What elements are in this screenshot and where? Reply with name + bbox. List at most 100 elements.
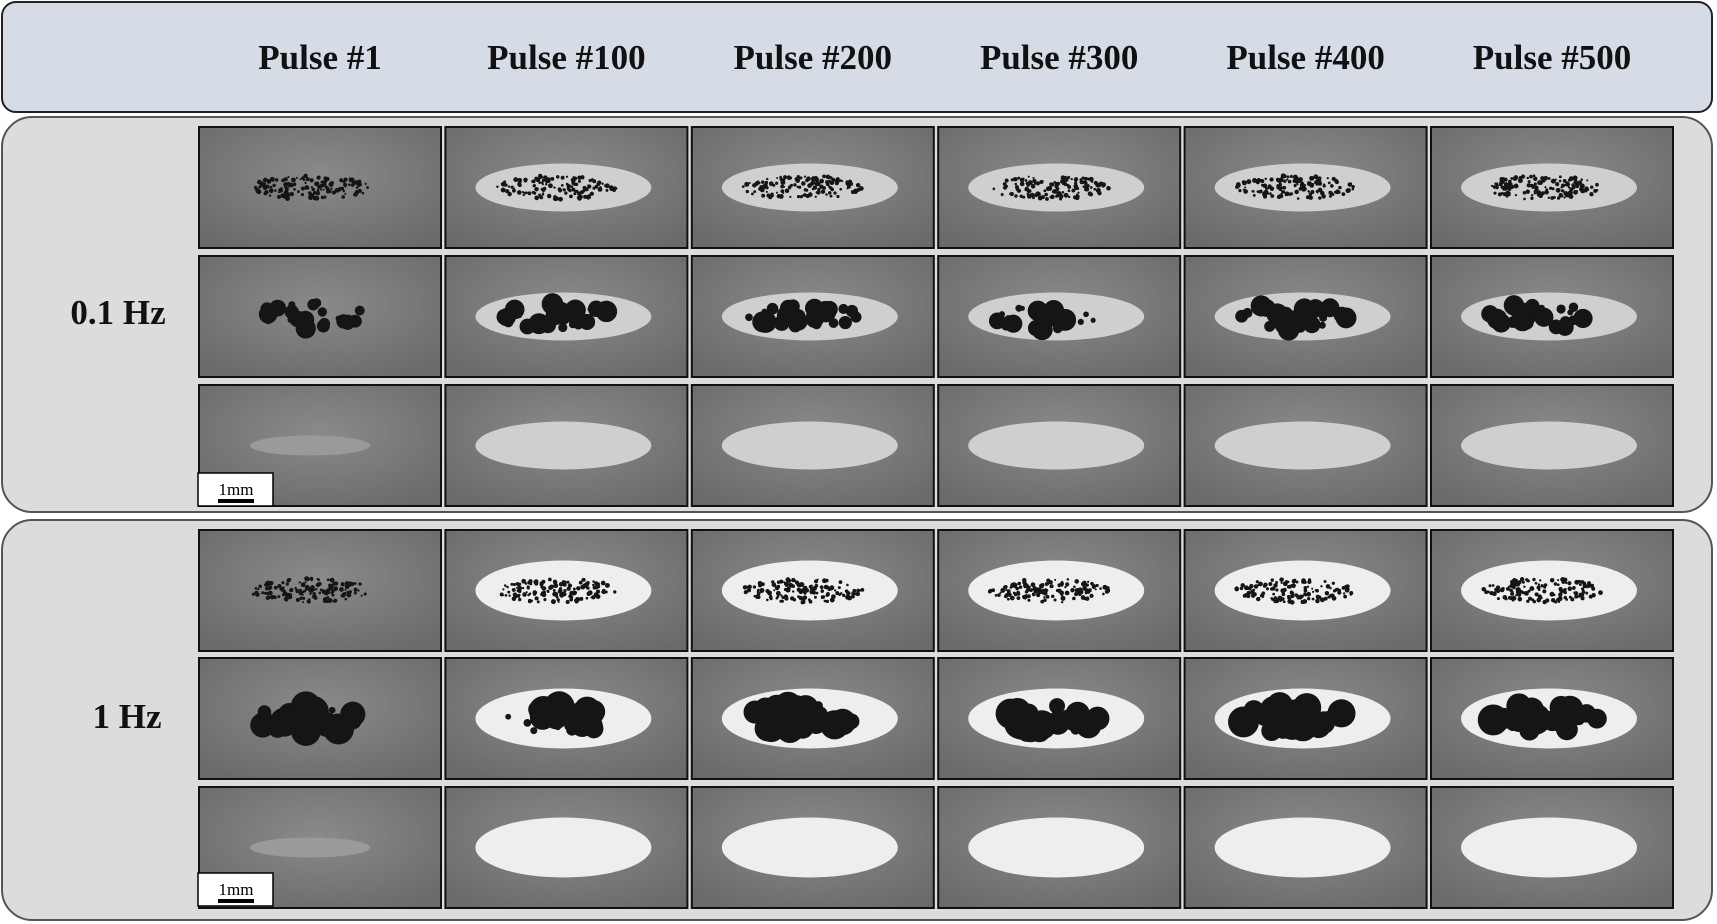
dark-spot <box>541 176 544 179</box>
dark-spot <box>785 577 791 583</box>
dark-spot <box>266 591 270 596</box>
dark-spot <box>825 585 829 589</box>
image-cell <box>690 384 935 507</box>
dark-spot <box>323 599 327 604</box>
dark-spot <box>1278 181 1282 185</box>
dark-spot <box>1580 188 1586 194</box>
dark-spot <box>577 724 585 732</box>
dark-spot <box>339 178 344 183</box>
dark-spot <box>1491 584 1495 587</box>
dark-spot <box>1050 182 1055 187</box>
dark-spot <box>797 178 800 182</box>
dark-spot <box>764 180 769 185</box>
dark-spot <box>847 179 853 184</box>
dark-spot <box>1264 187 1268 191</box>
dark-spot <box>766 302 779 315</box>
dark-spot <box>1536 193 1541 197</box>
dark-spot <box>288 301 296 309</box>
dark-spot <box>285 582 289 586</box>
image-cell <box>1183 384 1428 507</box>
dark-spot <box>522 586 525 590</box>
column-label: Pulse #300 <box>980 38 1138 77</box>
dark-spot <box>1289 192 1294 196</box>
dark-spot <box>1253 584 1259 589</box>
dark-spot <box>752 183 755 187</box>
dark-spot <box>1000 587 1006 593</box>
ablation-spot <box>1214 817 1391 878</box>
dark-spot <box>796 717 810 732</box>
dark-spot <box>846 714 853 721</box>
dark-spot <box>1334 708 1341 715</box>
dark-spot <box>834 589 837 592</box>
dark-spot <box>569 597 574 602</box>
dark-spot <box>314 195 320 201</box>
dark-spot <box>320 188 323 191</box>
dark-spot <box>814 181 820 187</box>
dark-spot <box>839 187 843 191</box>
dark-spot <box>511 587 516 592</box>
dark-spot <box>782 178 786 182</box>
dark-spot <box>1251 593 1256 598</box>
dark-spot <box>1528 596 1533 601</box>
dark-spot <box>855 591 861 597</box>
dark-spot <box>567 583 573 588</box>
dark-spot <box>505 713 512 720</box>
dark-spot <box>1025 594 1028 597</box>
dark-spot <box>1303 586 1308 590</box>
dark-spot <box>1102 592 1105 596</box>
dark-spot <box>1301 186 1305 191</box>
dark-spot <box>801 600 806 605</box>
image-cell <box>444 255 689 378</box>
dark-spot <box>1590 185 1594 189</box>
dark-spot <box>814 595 817 599</box>
dark-spot <box>1034 591 1037 594</box>
dark-spot <box>295 589 300 594</box>
dark-spot <box>340 186 345 191</box>
dark-spot <box>1343 594 1347 599</box>
dark-spot <box>272 183 276 188</box>
dark-spot <box>323 590 329 596</box>
dark-spot <box>1567 587 1572 592</box>
dark-spot <box>1518 597 1522 600</box>
dark-spot <box>344 588 347 591</box>
dark-spot <box>517 313 522 319</box>
dark-spot <box>1326 177 1329 180</box>
dark-spot <box>258 584 262 589</box>
dark-spot <box>554 723 562 731</box>
dark-spot <box>573 590 578 595</box>
dark-spot <box>1317 176 1322 180</box>
dark-spot <box>1587 708 1607 729</box>
dark-spot <box>1235 184 1240 190</box>
dark-spot <box>1539 579 1542 582</box>
dark-spot <box>796 194 801 199</box>
dark-spot <box>278 191 281 194</box>
dark-spot <box>1063 192 1069 198</box>
dark-spot <box>816 190 821 195</box>
dark-spot <box>1526 599 1530 603</box>
dark-spot <box>1318 196 1322 200</box>
image-cell <box>198 126 442 249</box>
dark-spot <box>1045 186 1051 191</box>
dark-spot <box>789 195 792 199</box>
dark-spot <box>1056 181 1061 186</box>
dark-spot <box>1251 189 1255 193</box>
dark-spot <box>326 578 330 582</box>
dark-spot <box>320 195 325 200</box>
dark-spot <box>824 578 829 583</box>
dark-spot <box>1573 308 1593 329</box>
dark-spot <box>1308 192 1313 196</box>
dark-spot <box>521 578 527 584</box>
dark-spot <box>302 596 306 600</box>
dark-spot <box>571 187 576 192</box>
dark-spot <box>796 587 801 592</box>
dark-spot <box>323 195 327 199</box>
dark-spot <box>812 590 816 595</box>
dark-spot <box>1553 593 1556 597</box>
dark-spot <box>326 588 330 592</box>
dark-spot <box>1591 593 1596 598</box>
dark-spot <box>286 192 290 196</box>
dark-spot <box>1089 593 1094 598</box>
dark-spot <box>1010 582 1016 588</box>
dark-spot <box>312 592 316 596</box>
dark-spot <box>1533 190 1536 193</box>
